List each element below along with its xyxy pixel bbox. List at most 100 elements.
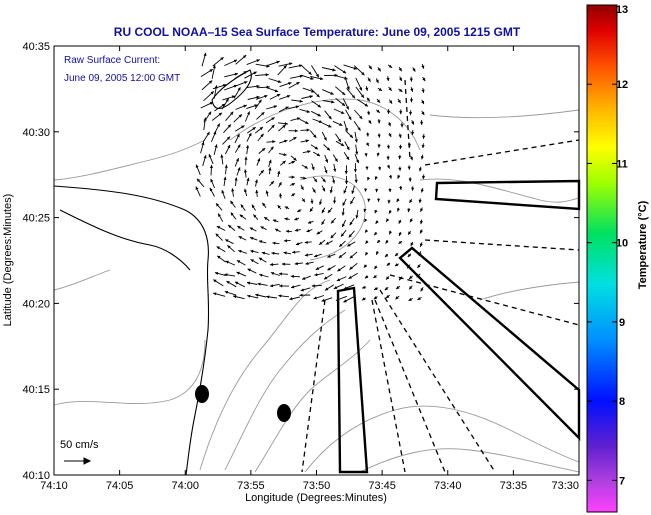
current-vector-head: [305, 121, 309, 124]
current-vector-head: [349, 255, 354, 259]
current-vector-head: [389, 231, 392, 235]
bathymetry-contour: [479, 281, 580, 301]
current-vector-head: [209, 187, 213, 192]
current-vector-head: [325, 159, 329, 163]
current-vector-head: [284, 206, 289, 210]
x-tick-label: 73:55: [237, 480, 265, 492]
x-axis: 74:10 74:05 74:00 73:55 73:50 73:45 73:40 73:35…: [40, 46, 580, 492]
current-vector-head: [275, 228, 279, 232]
current-vector-head: [366, 111, 370, 115]
current-vector-head: [203, 155, 207, 159]
current-vector-head: [364, 153, 368, 157]
current-vector-head: [419, 243, 423, 247]
current-vector-head: [244, 81, 248, 84]
current-vector-head: [250, 259, 254, 263]
colorbar-tick-label: 9: [619, 317, 625, 329]
current-vector-head: [242, 55, 247, 59]
current-vector-head: [327, 267, 331, 271]
bathymetry-contour: [53, 339, 206, 406]
current-vector-head: [416, 274, 420, 278]
current-vector-head: [386, 145, 390, 149]
current-vector-head: [359, 87, 362, 91]
current-vector-head: [339, 243, 343, 247]
current-vector-head: [316, 231, 321, 235]
current-vector-head: [292, 250, 296, 254]
current-vector-head: [337, 138, 341, 142]
current-vector-head: [264, 94, 268, 98]
current-vector-head: [314, 273, 318, 277]
current-vector-head: [367, 78, 371, 82]
current-vector-head: [331, 100, 335, 104]
current-vector-head: [277, 80, 282, 83]
current-vector-head: [230, 212, 234, 216]
coastline-path: [59, 209, 191, 271]
current-vector-head: [348, 275, 352, 279]
current-vector-head: [258, 240, 263, 244]
current-vector-head: [208, 80, 213, 84]
current-vector-head: [315, 73, 319, 78]
current-vector-head: [330, 91, 334, 95]
current-vector-head: [326, 147, 330, 151]
current-vector-head: [410, 242, 414, 246]
chart-title: RU COOL NOAA–15 Sea Surface Temperature:…: [114, 25, 521, 39]
current-vector-head: [210, 178, 214, 183]
current-vector-head: [201, 141, 205, 146]
current-vector-head: [375, 189, 379, 193]
current-vector-head: [410, 218, 413, 223]
current-vector-head: [314, 146, 318, 150]
current-vector-head: [363, 264, 367, 268]
current-vector-head: [227, 124, 231, 128]
current-vector-head: [374, 287, 378, 290]
current-vector-head: [389, 100, 393, 104]
current-vector-head: [230, 111, 234, 116]
current-vector-head: [351, 95, 355, 99]
current-vector-head: [305, 261, 309, 265]
current-vector-head: [396, 208, 400, 212]
current-vector-head: [301, 198, 305, 202]
current-vector-head: [360, 94, 364, 98]
current-vector-head: [216, 246, 220, 250]
current-vector-head: [314, 254, 318, 258]
current-vector-head: [419, 220, 423, 225]
current-vector-head: [364, 275, 369, 279]
current-vector-head: [294, 217, 298, 221]
current-vector-head: [338, 254, 343, 258]
current-vector-head: [399, 277, 403, 281]
current-vector-head: [231, 95, 236, 99]
current-vector-head: [330, 234, 334, 239]
current-vector-head: [409, 99, 414, 103]
current-vector-head: [258, 257, 263, 261]
current-vector-head: [225, 98, 229, 102]
current-vector-head: [291, 193, 296, 197]
current-vector-head: [223, 84, 227, 87]
current-vector-head: [247, 268, 251, 272]
current-vector-head: [399, 77, 402, 82]
current-vector-head: [208, 111, 212, 115]
current-vector-head: [243, 71, 247, 75]
current-vector-head: [302, 276, 306, 280]
current-vector-head: [269, 284, 274, 288]
current-vector-head: [409, 156, 413, 161]
current-vector-head: [208, 154, 212, 158]
current-vector-head: [257, 158, 261, 162]
current-vector-head: [373, 274, 377, 278]
current-vector-head: [399, 88, 403, 92]
current-vector-head: [224, 164, 228, 168]
bathymetry-contour: [299, 175, 366, 261]
current-vector-head: [310, 76, 314, 80]
current-vector-head: [421, 89, 425, 93]
current-vector-head: [291, 183, 295, 186]
current-vector-head: [355, 151, 359, 155]
current-vector-head: [272, 140, 276, 144]
current-vector-head: [386, 295, 390, 299]
bathymetry-contour: [53, 139, 206, 181]
current-vector-head: [328, 124, 332, 128]
current-vector-head: [225, 239, 229, 243]
station-marker: [195, 385, 209, 403]
current-vector-head: [333, 200, 337, 204]
current-vector-head: [278, 272, 282, 276]
current-vector-head: [195, 186, 199, 190]
x-tick-label: 73:35: [500, 480, 528, 492]
current-vector-head: [388, 189, 392, 193]
current-vector-head: [286, 95, 291, 98]
